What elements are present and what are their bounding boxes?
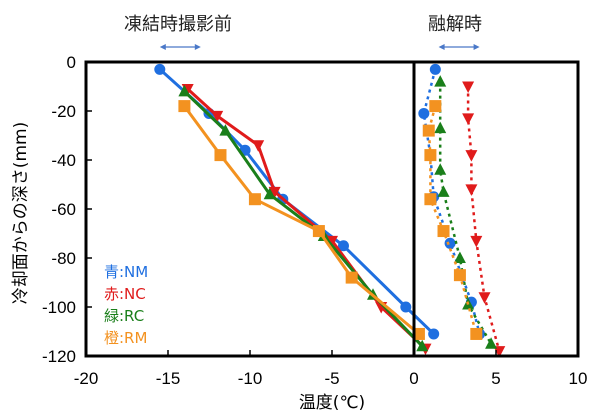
data-point <box>429 100 442 113</box>
data-point <box>429 63 441 75</box>
data-point <box>478 292 491 304</box>
data-point <box>178 100 191 113</box>
data-point <box>428 328 440 340</box>
data-point <box>437 185 450 197</box>
range-arrow-head-left <box>438 44 445 50</box>
x-tick-label: 0 <box>409 369 418 388</box>
data-point <box>453 269 466 282</box>
y-tick-label: -60 <box>51 200 76 219</box>
plot-frame <box>84 60 580 358</box>
data-point <box>268 186 281 199</box>
data-point <box>412 327 425 340</box>
legend-entry: 橙:RM <box>104 329 147 347</box>
data-point <box>493 346 506 358</box>
group-label-melt: 融解時 <box>428 14 482 35</box>
data-point <box>326 235 338 248</box>
data-point <box>465 184 478 196</box>
group-labels: 凍結時撮影前 融解時 <box>124 14 482 50</box>
data-point <box>434 121 447 134</box>
data-point <box>214 149 227 162</box>
data-point <box>470 235 483 248</box>
x-axis-ticks: -20 -15 -10 -5 0 5 10 <box>74 350 588 388</box>
legend: 青:NM 赤:NC 緑:RC 橙:RM <box>104 263 148 347</box>
y-tick-label: -120 <box>42 347 76 366</box>
legend-entry: 赤:NC <box>104 285 146 303</box>
data-point <box>437 225 450 238</box>
x-tick-label: -20 <box>74 369 99 388</box>
data-point <box>416 339 429 352</box>
y-tick-label: -80 <box>51 249 76 268</box>
series-line <box>466 86 501 352</box>
series-rm-melt <box>422 100 483 340</box>
data-point <box>424 193 437 206</box>
series-line <box>183 105 420 336</box>
plot-area <box>84 60 580 358</box>
data-point <box>462 81 475 93</box>
data-point <box>453 251 466 263</box>
range-arrow-head-right <box>194 44 201 50</box>
data-point <box>422 124 435 137</box>
data-point <box>219 124 232 136</box>
y-tick-label: -40 <box>51 151 76 170</box>
data-point <box>337 240 349 252</box>
y-tick-label: -100 <box>42 298 76 317</box>
legend-entry: 緑:RC <box>104 307 144 325</box>
x-tick-label: 10 <box>569 369 588 388</box>
group-label-before: 凍結時撮影前 <box>124 14 232 35</box>
data-point <box>485 337 498 349</box>
data-point <box>434 163 447 175</box>
x-axis-title: 温度(℃) <box>299 393 365 412</box>
data-point <box>252 140 265 152</box>
data-point <box>434 75 447 87</box>
data-point <box>263 187 276 200</box>
x-tick-label: -15 <box>156 369 181 388</box>
data-point <box>465 150 478 162</box>
data-point <box>312 225 325 238</box>
range-arrow-head-right <box>473 44 480 50</box>
data-point <box>400 301 412 313</box>
y-tick-label: -20 <box>51 102 76 121</box>
series-rm-before <box>178 100 425 340</box>
series-layer <box>154 63 506 358</box>
y-tick-label: 0 <box>67 53 76 72</box>
data-point <box>444 237 456 249</box>
data-point <box>154 63 166 75</box>
range-arrows <box>159 44 480 50</box>
data-point <box>418 107 430 119</box>
data-point <box>248 193 261 206</box>
y-axis-title: 冷却面からの深さ(mm) <box>11 122 31 304</box>
data-point <box>345 271 358 284</box>
data-point <box>470 327 483 340</box>
x-tick-label: -10 <box>238 369 263 388</box>
y-axis-ticks: 0 -20 -40 -60 -80 -100 -120 <box>42 53 92 366</box>
data-point <box>424 149 437 162</box>
range-arrow-head-left <box>159 44 166 50</box>
legend-entry: 青:NM <box>104 263 148 281</box>
data-point <box>211 110 224 123</box>
series-nc-melt <box>462 81 506 358</box>
x-tick-label: 5 <box>491 369 500 388</box>
x-tick-label: -5 <box>324 369 339 388</box>
data-point <box>462 113 475 125</box>
data-point <box>178 84 191 97</box>
